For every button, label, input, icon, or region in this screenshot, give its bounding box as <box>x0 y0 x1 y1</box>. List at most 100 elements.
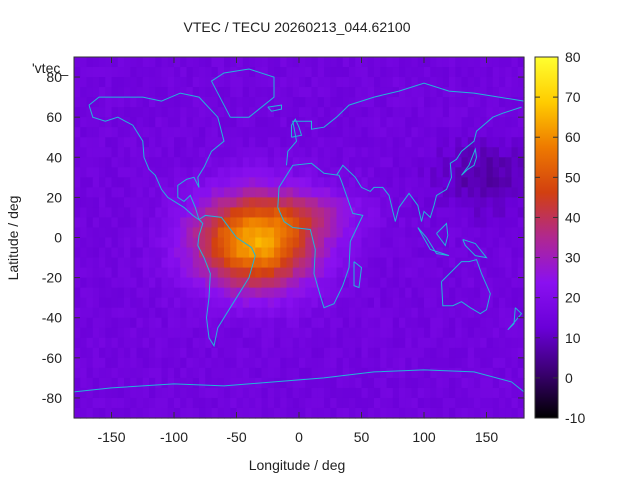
heatmap-cell <box>324 147 331 158</box>
heatmap-cell <box>380 207 388 219</box>
heatmap-cell <box>74 267 81 279</box>
heatmap-cell <box>386 167 394 178</box>
heatmap-cell <box>217 157 225 168</box>
heatmap-cell <box>317 117 325 128</box>
heatmap-cell <box>511 237 519 249</box>
heatmap-cell <box>405 397 413 409</box>
heatmap-cell <box>492 317 500 329</box>
heatmap-cell <box>149 107 156 118</box>
heatmap-cell <box>280 377 288 389</box>
heatmap-cell <box>274 127 281 138</box>
heatmap-cell <box>99 357 106 369</box>
heatmap-cell <box>242 377 250 389</box>
heatmap-cell <box>442 377 450 389</box>
heatmap-cell <box>130 287 138 299</box>
heatmap-cell <box>136 367 144 379</box>
heatmap-cell <box>130 357 138 369</box>
heatmap-cell <box>399 217 406 229</box>
heatmap-cell <box>449 217 456 229</box>
heatmap-cell <box>255 177 263 188</box>
heatmap-cell <box>374 77 381 88</box>
heatmap-cell <box>336 287 344 299</box>
heatmap-cell <box>99 97 106 108</box>
heatmap-cell <box>430 87 438 98</box>
heatmap-cell <box>74 397 81 409</box>
heatmap-cell <box>399 377 406 389</box>
heatmap-cell <box>305 117 313 128</box>
heatmap-cell <box>292 407 300 419</box>
heatmap-cell <box>211 277 219 289</box>
heatmap-cell <box>136 57 144 68</box>
heatmap-cell <box>355 317 363 329</box>
heatmap-cell <box>224 347 231 359</box>
heatmap-cell <box>374 157 381 168</box>
heatmap-cell <box>86 227 94 239</box>
heatmap-cell <box>111 147 119 158</box>
heatmap-cell <box>174 247 181 259</box>
heatmap-cell <box>461 147 469 158</box>
heatmap-cell <box>105 317 113 329</box>
heatmap-cell <box>499 87 506 98</box>
heatmap-cell <box>486 67 494 78</box>
heatmap-cell <box>267 287 275 299</box>
heatmap-cell <box>405 117 413 128</box>
heatmap-cell <box>492 397 500 409</box>
heatmap-cell <box>180 227 188 239</box>
heatmap-cell <box>305 97 313 108</box>
heatmap-cell <box>211 117 219 128</box>
heatmap-cell <box>517 407 525 419</box>
heatmap-cell <box>130 57 138 68</box>
heatmap-cell <box>367 407 375 419</box>
heatmap-cell <box>130 117 138 128</box>
heatmap-cell <box>436 227 444 239</box>
heatmap-cell <box>374 337 381 349</box>
heatmap-cell <box>355 287 363 299</box>
heatmap-cell <box>411 207 419 219</box>
heatmap-cell <box>405 97 413 108</box>
heatmap-cell <box>255 287 263 299</box>
heatmap-cell <box>467 287 475 299</box>
heatmap-cell <box>274 227 281 239</box>
heatmap-cell <box>361 247 369 259</box>
heatmap-cell <box>461 387 469 399</box>
heatmap-cell <box>355 167 363 178</box>
heatmap-cell <box>149 277 156 289</box>
heatmap-cell <box>486 337 494 349</box>
heatmap-cell <box>311 97 319 108</box>
heatmap-cell <box>461 97 469 108</box>
heatmap-cell <box>380 377 388 389</box>
heatmap-cell <box>324 357 331 369</box>
heatmap-cell <box>167 407 175 419</box>
heatmap-cell <box>449 327 456 339</box>
heatmap-cell <box>424 307 431 319</box>
heatmap-cell <box>192 187 200 198</box>
heatmap-cell <box>517 127 525 138</box>
heatmap-cell <box>299 67 306 78</box>
heatmap-cell <box>317 137 325 148</box>
heatmap-cell <box>292 217 300 229</box>
heatmap-cell <box>292 277 300 289</box>
heatmap-cell <box>242 337 250 349</box>
heatmap-cell <box>367 67 375 78</box>
heatmap-cell <box>274 217 281 229</box>
heatmap-cell <box>349 67 356 78</box>
heatmap-cell <box>167 157 175 168</box>
heatmap-cell <box>411 237 419 249</box>
heatmap-cell <box>324 117 331 128</box>
heatmap-cell <box>511 127 519 138</box>
heatmap-cell <box>399 367 406 379</box>
heatmap-cell <box>386 97 394 108</box>
heatmap-cell <box>411 277 419 289</box>
heatmap-cell <box>230 307 238 319</box>
heatmap-cell <box>311 357 319 369</box>
heatmap-cell <box>242 197 250 209</box>
heatmap-cell <box>167 277 175 289</box>
heatmap-cell <box>161 87 169 98</box>
heatmap-cell <box>361 217 369 229</box>
heatmap-cell <box>174 347 181 359</box>
heatmap-cell <box>442 257 450 269</box>
heatmap-cell <box>367 147 375 158</box>
heatmap-cell <box>249 267 256 279</box>
heatmap-cell <box>124 227 131 239</box>
heatmap-cell <box>224 57 231 68</box>
